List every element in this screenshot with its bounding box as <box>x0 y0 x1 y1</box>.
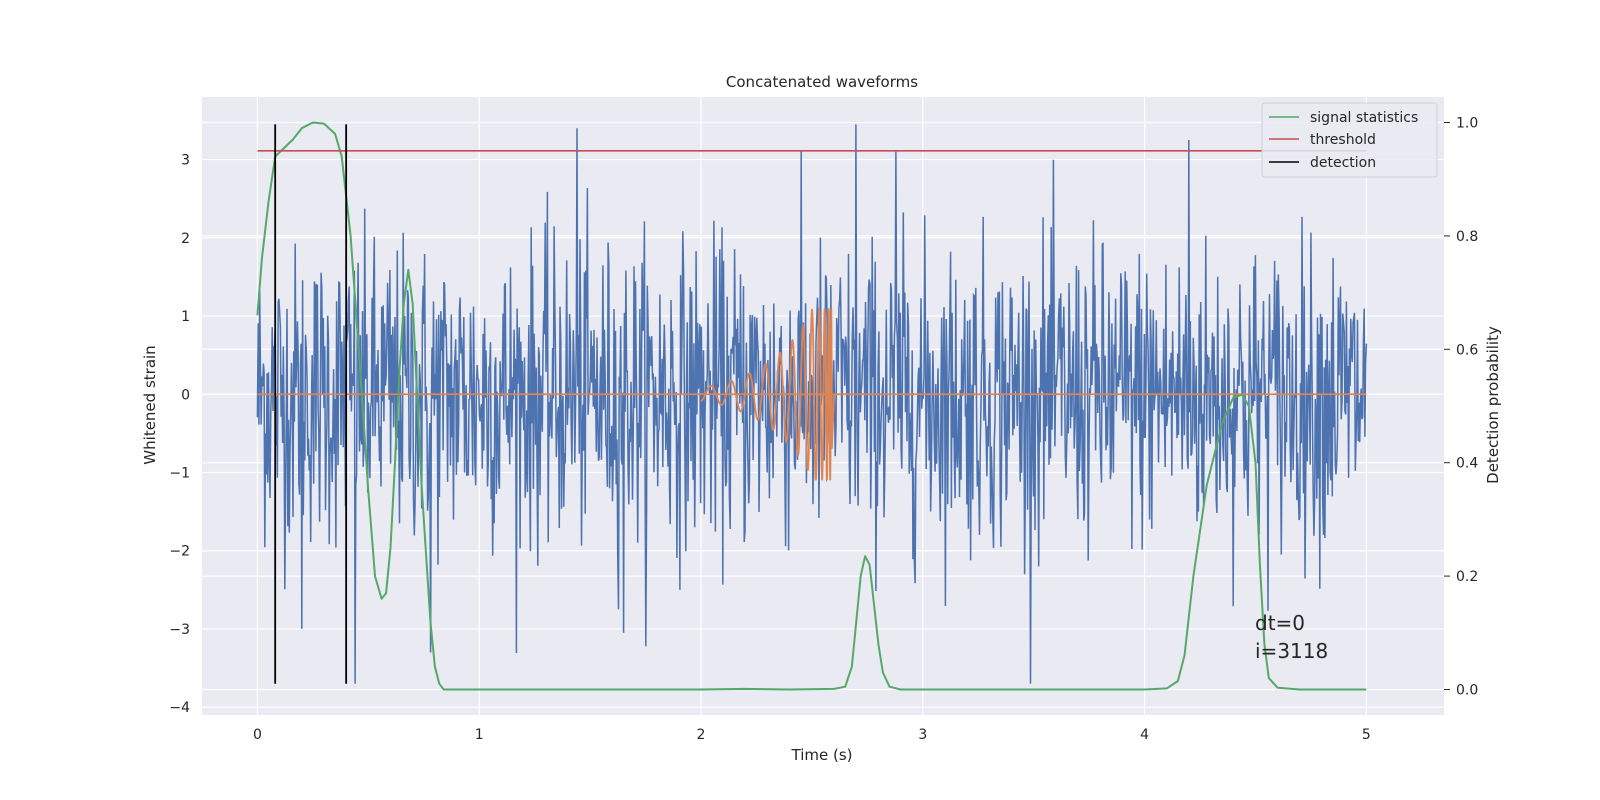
axis-ticks: 0 1 2 3 4 5 −4 −3 −2 −1 0 1 2 3 0.0 0.2 0.4 0.6 0.8 1.0 <box>169 116 1478 743</box>
y2-tick-label: 0.4 <box>1456 456 1478 472</box>
annotation-dt: dt=0 <box>1255 611 1305 635</box>
legend-box <box>1261 102 1438 178</box>
template-series <box>257 308 1367 483</box>
y-tick-label: 2 <box>181 231 190 247</box>
template-chirp-line <box>700 308 835 483</box>
y-tick-label: −1 <box>169 465 190 481</box>
annotation-i: i=3118 <box>1255 639 1328 663</box>
legend-label-signal-statistics: signal statistics <box>1310 110 1418 126</box>
x-tick-label: 1 <box>475 727 484 743</box>
y-tick-label: −4 <box>169 700 190 716</box>
chart-title: Concatenated waveforms <box>726 73 918 91</box>
legend: signal statistics threshold detection <box>1261 102 1438 178</box>
noise-series <box>256 124 1368 684</box>
y-tick-label: −3 <box>169 622 190 638</box>
signal-statistics-series <box>256 121 1367 691</box>
y-tick-label: 0 <box>181 387 190 403</box>
signal-statistics-line <box>256 121 1367 691</box>
y2-axis-label: Detection probability <box>1484 326 1502 484</box>
y2-tick-label: 0.6 <box>1456 342 1478 358</box>
y-axis-label: Whitened strain <box>141 345 159 464</box>
legend-label-threshold: threshold <box>1310 132 1376 148</box>
y2-tick-label: 1.0 <box>1456 116 1478 132</box>
x-tick-label: 4 <box>1140 727 1149 743</box>
y2-tick-label: 0.8 <box>1456 229 1478 245</box>
detection-series <box>274 124 348 684</box>
noise-line <box>256 124 1368 684</box>
x-tick-label: 3 <box>918 727 927 743</box>
y2-tick-label: 0.2 <box>1456 569 1478 585</box>
x-tick-label: 0 <box>253 727 262 743</box>
x-tick-label: 5 <box>1362 727 1371 743</box>
y-tick-label: −2 <box>169 544 190 560</box>
y2-tick-label: 0.0 <box>1456 682 1478 698</box>
legend-label-detection: detection <box>1310 155 1376 171</box>
x-tick-label: 2 <box>697 727 706 743</box>
x-axis-label: Time (s) <box>791 746 853 764</box>
y-tick-label: 1 <box>181 309 190 325</box>
y-tick-label: 3 <box>181 153 190 169</box>
